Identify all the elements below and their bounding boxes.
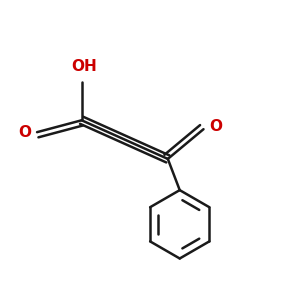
Text: O: O [209, 119, 222, 134]
Text: O: O [19, 125, 32, 140]
Text: OH: OH [72, 59, 98, 74]
